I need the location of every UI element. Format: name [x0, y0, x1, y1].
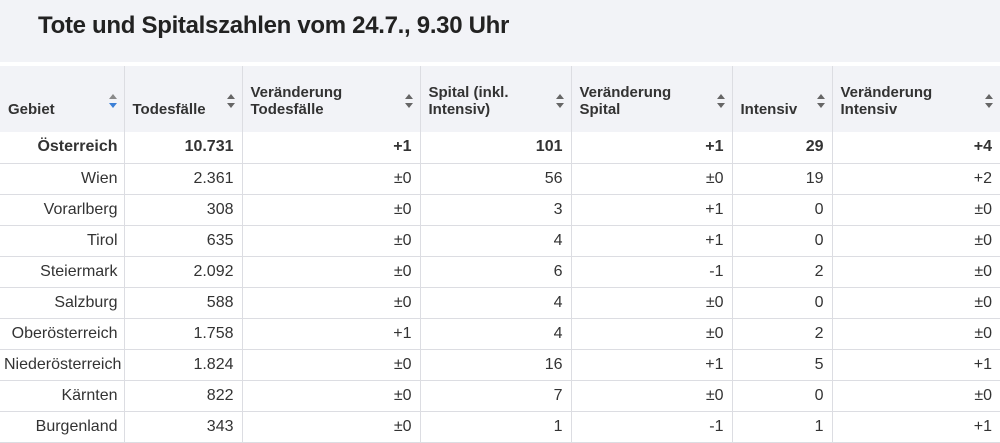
cell-veraenderung-spital: ±0 — [570, 287, 732, 318]
cell-veraenderung-intensiv: ±0 — [831, 225, 1000, 256]
cell-spital: 6 — [419, 256, 571, 287]
cell-spital: 16 — [419, 349, 571, 380]
cell-veraenderung-spital: +1 — [570, 349, 732, 380]
cell-veraenderung-intensiv: +1 — [831, 349, 1000, 380]
cell-veraenderung-spital: ±0 — [570, 163, 732, 194]
cell-gebiet: Salzburg — [54, 293, 118, 311]
cell-veraenderung-intensiv: ±0 — [831, 380, 1000, 411]
title-bar: Tote und Spitalszahlen vom 24.7., 9.30 U… — [0, 0, 1000, 62]
cell-todesfaelle: 343 — [123, 411, 242, 442]
cell-veraenderung-todesfaelle: +1 — [241, 132, 420, 163]
cell-veraenderung-spital: -1 — [570, 411, 732, 442]
cell-veraenderung-intensiv: ±0 — [831, 287, 1000, 318]
cell-veraenderung-intensiv: ±0 — [831, 194, 1000, 225]
column-header-veraenderung-intensiv[interactable]: Veränderung Intensiv — [831, 66, 1000, 132]
cell-intensiv: 2 — [731, 256, 832, 287]
cell-intensiv: 19 — [731, 163, 832, 194]
cell-veraenderung-spital: +1 — [570, 194, 732, 225]
cell-veraenderung-todesfaelle: ±0 — [241, 194, 420, 225]
cell-veraenderung-todesfaelle: ±0 — [241, 225, 420, 256]
sort-arrows-icon[interactable] — [816, 94, 826, 108]
cell-gebiet: Oberösterreich — [11, 324, 118, 342]
cell-todesfaelle: 1.758 — [123, 318, 242, 349]
cell-veraenderung-todesfaelle: ±0 — [241, 380, 420, 411]
cell-intensiv: 0 — [731, 194, 832, 225]
data-table: Gebiet Todesfälle Veränderung Todesfälle… — [0, 66, 1000, 443]
cell-todesfaelle: 2.092 — [123, 256, 242, 287]
cell-veraenderung-intensiv: ±0 — [831, 256, 1000, 287]
cell-intensiv: 1 — [731, 411, 832, 442]
cell-gebiet: Tirol — [86, 231, 118, 249]
cell-veraenderung-spital: +1 — [570, 132, 732, 163]
table-row: Burgenland 343 ±0 1 -1 1 +1 — [0, 411, 1000, 442]
sort-arrows-icon[interactable] — [108, 94, 118, 108]
column-header-todesfaelle[interactable]: Todesfälle — [123, 66, 242, 132]
cell-todesfaelle: 588 — [123, 287, 242, 318]
cell-veraenderung-intensiv: +2 — [831, 163, 1000, 194]
cell-todesfaelle: 822 — [123, 380, 242, 411]
cell-intensiv: 0 — [731, 287, 832, 318]
table-row: Steiermark 2.092 ±0 6 -1 2 ±0 — [0, 256, 1000, 287]
cell-spital: 7 — [419, 380, 571, 411]
cell-spital: 4 — [419, 287, 571, 318]
cell-veraenderung-todesfaelle: ±0 — [241, 287, 420, 318]
cell-intensiv: 29 — [731, 132, 832, 163]
table-row: Salzburg 588 ±0 4 ±0 0 ±0 — [0, 287, 1000, 318]
sort-arrows-icon[interactable] — [226, 94, 236, 108]
cell-veraenderung-todesfaelle: ±0 — [241, 163, 420, 194]
table-row: Oberösterreich 1.758 +1 4 ±0 2 ±0 — [0, 318, 1000, 349]
cell-veraenderung-todesfaelle: ±0 — [241, 411, 420, 442]
page-title: Tote und Spitalszahlen vom 24.7., 9.30 U… — [38, 12, 510, 39]
cell-spital: 1 — [419, 411, 571, 442]
cell-todesfaelle: 635 — [123, 225, 242, 256]
cell-gebiet: Burgenland — [35, 417, 118, 435]
cell-veraenderung-spital: -1 — [570, 256, 732, 287]
cell-todesfaelle: 10.731 — [123, 132, 242, 163]
cell-veraenderung-intensiv: +4 — [831, 132, 1000, 163]
cell-gebiet: Vorarlberg — [43, 200, 118, 218]
sort-arrows-icon[interactable] — [716, 94, 726, 108]
cell-gebiet: Niederösterreich — [4, 355, 122, 373]
sort-arrows-icon[interactable] — [404, 94, 414, 108]
sort-arrows-icon[interactable] — [555, 94, 565, 108]
cell-spital: 101 — [419, 132, 571, 163]
table-row: Wien 2.361 ±0 56 ±0 19 +2 — [0, 163, 1000, 194]
cell-veraenderung-intensiv: +1 — [831, 411, 1000, 442]
cell-veraenderung-todesfaelle: +1 — [241, 318, 420, 349]
cell-spital: 4 — [419, 225, 571, 256]
cell-gebiet: Steiermark — [40, 262, 118, 280]
cell-todesfaelle: 1.824 — [123, 349, 242, 380]
cell-veraenderung-intensiv: ±0 — [831, 318, 1000, 349]
table-row: Kärnten 822 ±0 7 ±0 0 ±0 — [0, 380, 1000, 411]
cell-veraenderung-todesfaelle: ±0 — [241, 256, 420, 287]
cell-spital: 4 — [419, 318, 571, 349]
cell-intensiv: 0 — [731, 380, 832, 411]
column-header-gebiet[interactable]: Gebiet — [0, 66, 124, 132]
cell-intensiv: 5 — [731, 349, 832, 380]
cell-spital: 3 — [419, 194, 571, 225]
cell-veraenderung-spital: ±0 — [570, 380, 732, 411]
cell-intensiv: 0 — [731, 225, 832, 256]
cell-intensiv: 2 — [731, 318, 832, 349]
cell-todesfaelle: 2.361 — [123, 163, 242, 194]
table-row: Tirol 635 ±0 4 +1 0 ±0 — [0, 225, 1000, 256]
cell-gebiet: Österreich — [37, 138, 118, 156]
cell-veraenderung-spital: +1 — [570, 225, 732, 256]
table-header-row: Gebiet Todesfälle Veränderung Todesfälle… — [0, 66, 1000, 132]
cell-veraenderung-todesfaelle: ±0 — [241, 349, 420, 380]
column-header-intensiv[interactable]: Intensiv — [731, 66, 832, 132]
column-header-spital[interactable]: Spital (inkl. Intensiv) — [419, 66, 571, 132]
cell-veraenderung-spital: ±0 — [570, 318, 732, 349]
column-header-veraenderung-todesfaelle[interactable]: Veränderung Todesfälle — [241, 66, 420, 132]
cell-gebiet: Wien — [81, 169, 118, 187]
table-row: Niederösterreich 1.824 ±0 16 +1 5 +1 — [0, 349, 1000, 380]
sort-arrows-icon[interactable] — [985, 94, 994, 108]
cell-todesfaelle: 308 — [123, 194, 242, 225]
table-row: Vorarlberg 308 ±0 3 +1 0 ±0 — [0, 194, 1000, 225]
table-row: Österreich 10.731 +1 101 +1 29 +4 — [0, 132, 1000, 163]
column-header-veraenderung-spital[interactable]: Veränderung Spital — [570, 66, 732, 132]
cell-gebiet: Kärnten — [61, 386, 118, 404]
cell-spital: 56 — [419, 163, 571, 194]
